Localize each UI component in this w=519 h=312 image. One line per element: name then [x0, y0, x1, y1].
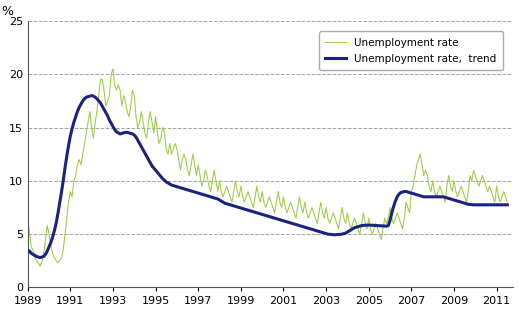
Unemployment rate — [504, 200, 510, 204]
Unemployment rate — [188, 163, 194, 167]
Unemployment rate,  trend — [504, 203, 510, 207]
Unemployment rate — [465, 190, 471, 193]
Unemployment rate — [110, 67, 116, 71]
Legend: Unemployment rate, Unemployment rate,  trend: Unemployment rate, Unemployment rate, tr… — [319, 32, 502, 70]
Unemployment rate — [353, 222, 360, 225]
Line: Unemployment rate,  trend: Unemployment rate, trend — [28, 95, 507, 258]
Unemployment rate,  trend — [24, 248, 31, 252]
Unemployment rate,  trend — [89, 94, 95, 97]
Unemployment rate,  trend — [37, 256, 43, 260]
Unemployment rate — [469, 179, 475, 183]
Text: %: % — [1, 5, 13, 18]
Unemployment rate,  trend — [353, 225, 360, 229]
Unemployment rate,  trend — [465, 202, 471, 206]
Unemployment rate — [24, 216, 31, 220]
Unemployment rate,  trend — [337, 232, 344, 236]
Unemployment rate — [337, 216, 344, 220]
Unemployment rate,  trend — [188, 189, 194, 193]
Unemployment rate — [367, 227, 374, 231]
Unemployment rate — [37, 264, 43, 268]
Unemployment rate,  trend — [367, 223, 374, 227]
Unemployment rate,  trend — [469, 203, 475, 207]
Line: Unemployment rate: Unemployment rate — [28, 69, 507, 266]
